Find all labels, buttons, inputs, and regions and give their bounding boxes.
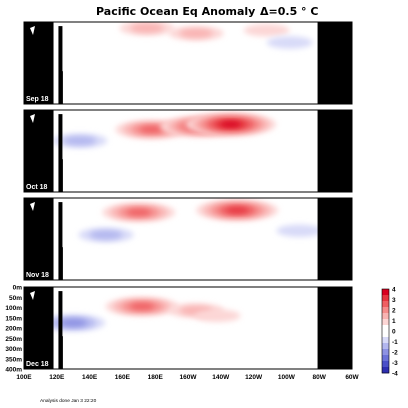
colorbar-swatch — [382, 301, 389, 308]
depth-tick-label: 100m — [5, 305, 22, 312]
panels-group: Sep 18 Oct 18 Nov 18 Dec 18 — [23, 21, 353, 370]
analysis-note: Analysis done Jan 3 22:20 — [40, 398, 97, 404]
land-mask-islands — [58, 202, 63, 280]
longitude-tick-label: 100W — [278, 374, 296, 381]
anomaly-feature — [226, 207, 249, 214]
chart-title: Pacific Ocean Eq Anomaly — [96, 5, 255, 18]
panel-background — [24, 198, 352, 280]
colorbar-frame — [381, 288, 390, 374]
panel-label: Oct 18 — [26, 184, 48, 191]
colorbar-swatch — [382, 337, 389, 344]
colorbar-swatch — [382, 325, 389, 332]
depth-tick-label: 300m — [5, 346, 22, 353]
colorbar-tick-label: -2 — [392, 350, 398, 357]
anomaly-feature — [89, 230, 123, 240]
depth-tick-label: 50m — [9, 295, 22, 302]
land-mask-east — [317, 198, 352, 280]
contour-interval-label: Δ=0.5 ° C — [260, 5, 318, 18]
land-mask-islands — [60, 247, 63, 280]
anomaly-feature — [179, 28, 213, 38]
panel-4: Dec 18 — [23, 286, 353, 370]
panel-2: Oct 18 — [23, 109, 353, 193]
anomaly-feature — [63, 136, 97, 146]
depth-axis: 0m 50m 100m 150m 200m 250m 300m 350m 400m — [5, 285, 22, 374]
colorbar-swatch — [382, 319, 389, 326]
land-mask-islands — [60, 159, 63, 192]
land-mask-islands — [58, 26, 63, 105]
land-notch — [30, 114, 35, 123]
longitude-tick-label: 140W — [212, 374, 230, 381]
longitude-tick-label: 120E — [49, 374, 65, 381]
colorbar-tick-label: -3 — [392, 360, 398, 367]
longitude-tick-label: 140E — [82, 374, 98, 381]
longitude-tick-label: 160W — [180, 374, 198, 381]
colorbar: 4 3 2 1 0 -1 -2 -3 -4 — [381, 287, 398, 378]
panel-label: Nov 18 — [26, 272, 49, 279]
anomaly-feature — [129, 303, 155, 310]
colorbar-swatch — [382, 349, 389, 356]
colorbar-tick-label: -1 — [392, 339, 398, 346]
longitude-tick-label: 60W — [345, 374, 359, 381]
land-mask-west — [24, 287, 54, 369]
anomaly-feature — [243, 24, 290, 37]
land-mask-west — [24, 198, 54, 280]
land-notch — [30, 202, 35, 211]
longitude-axis: 100E 120E 140E 160E 180E 160W 140W 120W 100W 80W 6… — [16, 374, 359, 381]
anomaly-feature — [126, 209, 151, 216]
depth-tick-label: 0m — [13, 285, 23, 292]
land-mask-islands — [58, 291, 63, 369]
panel-frame — [23, 286, 353, 370]
panel-frame — [23, 197, 353, 281]
depth-tick-label: 400m — [5, 367, 22, 374]
colorbar-swatch — [382, 313, 389, 320]
panel-label: Sep 18 — [26, 96, 49, 103]
depth-tick-label: 200m — [5, 326, 22, 333]
land-mask-islands — [60, 336, 63, 369]
panel-label: Dec 18 — [26, 361, 49, 368]
colorbar-tick-label: 1 — [392, 318, 396, 325]
colorbar-swatch — [382, 295, 389, 302]
colorbar-swatch — [382, 331, 389, 338]
colorbar-swatch — [382, 289, 389, 296]
anomaly-feature — [220, 121, 242, 128]
longitude-tick-label: 80W — [313, 374, 327, 381]
colorbar-tick-label: 2 — [392, 308, 396, 315]
anomaly-feature — [130, 23, 164, 33]
land-mask-west — [24, 22, 54, 104]
anomaly-feature — [194, 309, 241, 322]
longitude-tick-label: 180E — [148, 374, 164, 381]
land-notch — [30, 26, 35, 35]
longitude-tick-label: 160E — [115, 374, 131, 381]
anomaly-feature — [266, 36, 313, 49]
panel-frame — [23, 109, 353, 193]
colorbar-swatch — [382, 367, 389, 374]
colorbar-swatch — [382, 361, 389, 368]
colorbar-tick-label: 4 — [392, 287, 396, 294]
panel-1: Sep 18 — [23, 21, 353, 105]
longitude-tick-label: 120W — [245, 374, 263, 381]
colorbar-swatch — [382, 343, 389, 350]
land-mask-islands — [58, 114, 63, 192]
anomaly-feature — [139, 126, 165, 133]
depth-tick-label: 250m — [5, 336, 22, 343]
anomaly-feature — [276, 224, 323, 237]
colorbar-tick-label: -4 — [392, 371, 398, 378]
land-mask-east — [317, 22, 352, 104]
colorbar-swatch — [382, 355, 389, 362]
anomaly-feature — [59, 319, 87, 327]
land-mask-islands — [60, 71, 63, 104]
land-mask-west — [24, 110, 54, 192]
longitude-tick-label: 100E — [16, 374, 32, 381]
panel-frame — [23, 21, 353, 105]
land-mask-east — [317, 287, 352, 369]
colorbar-tick-label: 0 — [392, 329, 396, 336]
depth-tick-label: 150m — [5, 315, 22, 322]
colorbar-tick-label: 3 — [392, 297, 396, 304]
land-notch — [30, 291, 35, 300]
panel-3: Nov 18 — [23, 197, 353, 281]
colorbar-swatch — [382, 307, 389, 314]
depth-tick-label: 350m — [5, 356, 22, 363]
land-mask-east — [317, 110, 352, 192]
